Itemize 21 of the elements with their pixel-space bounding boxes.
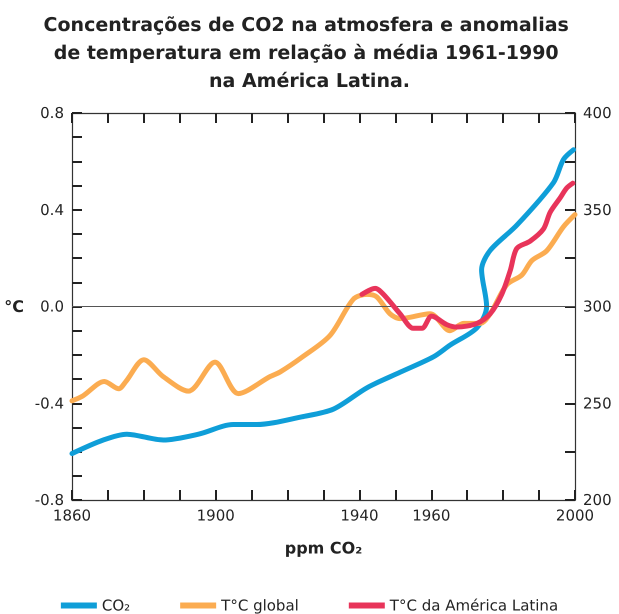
y-axis-title: °C xyxy=(4,297,24,316)
y-tick-label: 0.4 xyxy=(40,200,64,219)
y2-tick-label: 200 xyxy=(583,491,612,509)
legend-label: T°C global xyxy=(220,596,299,614)
y2-tick-label: 400 xyxy=(583,104,612,122)
y-tick-label: 0.8 xyxy=(40,104,64,122)
x-tick-label: 2000 xyxy=(556,506,594,524)
y2-tick-label: 250 xyxy=(583,394,612,412)
y-tick-label: -0.8 xyxy=(34,491,64,509)
legend-label: T°C da América Latina xyxy=(388,596,558,614)
x-tick-label: 1960 xyxy=(412,506,450,524)
chart-title: Concentrações de CO2 na atmosfera e anomalias de temperatura em relação à média 1961-1990 na América Latina. xyxy=(44,14,576,92)
y2-tick-label: 300 xyxy=(583,298,612,316)
legend-label: CO₂ xyxy=(102,596,130,614)
x-axis-title: ppm CO₂ xyxy=(284,538,362,558)
y2-tick-label: 350 xyxy=(583,200,612,219)
y-tick-label: 0.0 xyxy=(40,298,64,316)
x-tick-label: 1940 xyxy=(340,506,379,524)
x-tick-label: 1860 xyxy=(52,506,92,524)
y-tick-label: -0.4 xyxy=(34,394,64,412)
x-tick-label: 1900 xyxy=(196,506,235,524)
